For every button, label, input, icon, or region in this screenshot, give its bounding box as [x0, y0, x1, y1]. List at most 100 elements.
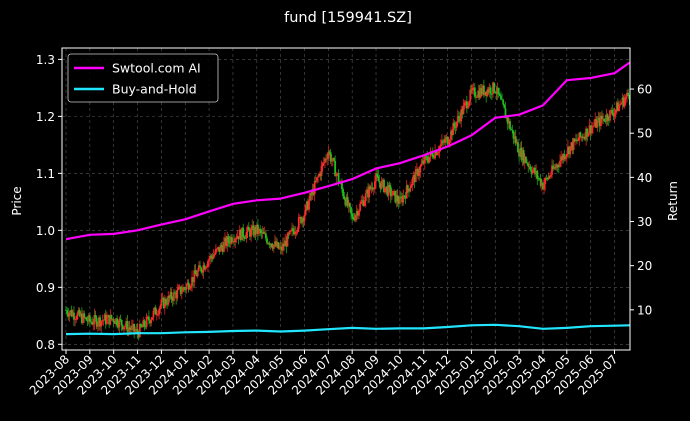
candle-body — [85, 317, 88, 321]
plot-frame — [61, 47, 631, 351]
candle-body — [252, 225, 255, 236]
candle-body — [159, 305, 162, 310]
candle-body — [540, 182, 543, 186]
candle-body — [311, 189, 314, 196]
candle-body — [108, 315, 111, 325]
candle-body — [335, 173, 338, 177]
candle-body — [154, 307, 157, 315]
candle-body — [319, 173, 322, 176]
candle-body — [604, 120, 607, 122]
candle-body — [91, 321, 94, 325]
candle-body — [501, 99, 503, 101]
candle-body — [79, 313, 82, 317]
candle-body — [354, 215, 357, 221]
candle-body — [120, 320, 123, 326]
candle-body — [278, 247, 281, 249]
candle-body — [448, 139, 451, 143]
candle-body — [112, 318, 115, 323]
candle-body — [554, 167, 557, 169]
y-left-tick-label: 1.1 — [36, 167, 55, 181]
y-right-tick-label: 40 — [637, 171, 652, 185]
candle-body — [453, 122, 456, 127]
candle-body — [337, 173, 340, 183]
candle-body — [347, 203, 350, 207]
candle-body — [293, 231, 296, 235]
candle-body — [286, 233, 289, 247]
candle-body — [142, 320, 145, 328]
candle-body — [98, 317, 100, 325]
candle-body — [209, 255, 212, 260]
candle-body — [513, 136, 516, 139]
candle-body — [163, 299, 166, 308]
candle-body — [572, 138, 575, 150]
candle-body — [375, 173, 377, 182]
candle-body — [152, 310, 155, 318]
candle-body — [522, 150, 525, 164]
candle-body — [582, 136, 585, 139]
candle-body — [351, 213, 354, 217]
candle-body — [523, 156, 526, 164]
candle-body — [470, 89, 473, 91]
candle-body — [172, 292, 175, 301]
candle-body — [473, 87, 476, 97]
candle-body — [512, 130, 515, 139]
candle-body — [334, 160, 337, 177]
candle-body — [356, 211, 359, 216]
candle-body — [379, 182, 382, 189]
candle-body — [373, 181, 376, 189]
candle-body — [460, 109, 463, 122]
candle-body — [141, 326, 143, 328]
y-right-tick-label: 30 — [637, 215, 652, 229]
candle-body — [404, 195, 407, 199]
candle-body — [203, 265, 206, 270]
candle-body — [73, 312, 75, 320]
candle-body — [519, 147, 522, 157]
candle-body — [601, 115, 603, 120]
candle-body — [362, 200, 365, 206]
candle-body — [389, 186, 392, 197]
candle-body — [584, 136, 586, 140]
candle-body — [83, 313, 86, 318]
candle-body — [602, 118, 605, 120]
y-axis-left-label: Price — [10, 186, 24, 215]
candle-body — [68, 312, 71, 317]
candle-body — [262, 231, 265, 234]
candle-body — [459, 117, 461, 122]
candle-body — [461, 109, 464, 115]
candle-body — [324, 158, 326, 163]
candle-body — [336, 173, 339, 175]
candle-body — [544, 177, 547, 185]
candle-body — [585, 128, 588, 140]
candle-body — [167, 295, 170, 305]
candle-body — [249, 230, 251, 237]
candle-body — [288, 230, 291, 235]
candle-body — [537, 178, 540, 180]
candle-body — [302, 218, 305, 222]
candle-body — [317, 176, 320, 178]
candle-body — [90, 321, 92, 323]
candle-body — [130, 325, 133, 330]
candle-body — [614, 109, 617, 113]
candle-body — [193, 270, 196, 282]
candle-body — [330, 160, 333, 162]
candle-body — [611, 109, 614, 114]
candle-body — [187, 282, 190, 290]
candle-body — [277, 242, 280, 249]
candle-body — [425, 155, 427, 157]
candle-body — [463, 102, 466, 106]
candle-body — [283, 243, 285, 247]
candle-body — [581, 136, 584, 139]
candle-body — [393, 190, 396, 192]
candle-body — [565, 153, 568, 157]
candle-body — [216, 248, 218, 250]
candle-body — [279, 246, 282, 248]
candle-body — [560, 156, 563, 161]
candle-body — [328, 151, 331, 153]
candle-body — [78, 309, 81, 317]
candle-body — [183, 287, 186, 289]
candle-body — [222, 242, 225, 252]
candle-body — [548, 176, 551, 178]
candle-body — [320, 165, 323, 176]
candle-body — [280, 246, 283, 251]
candle-body — [387, 184, 390, 196]
